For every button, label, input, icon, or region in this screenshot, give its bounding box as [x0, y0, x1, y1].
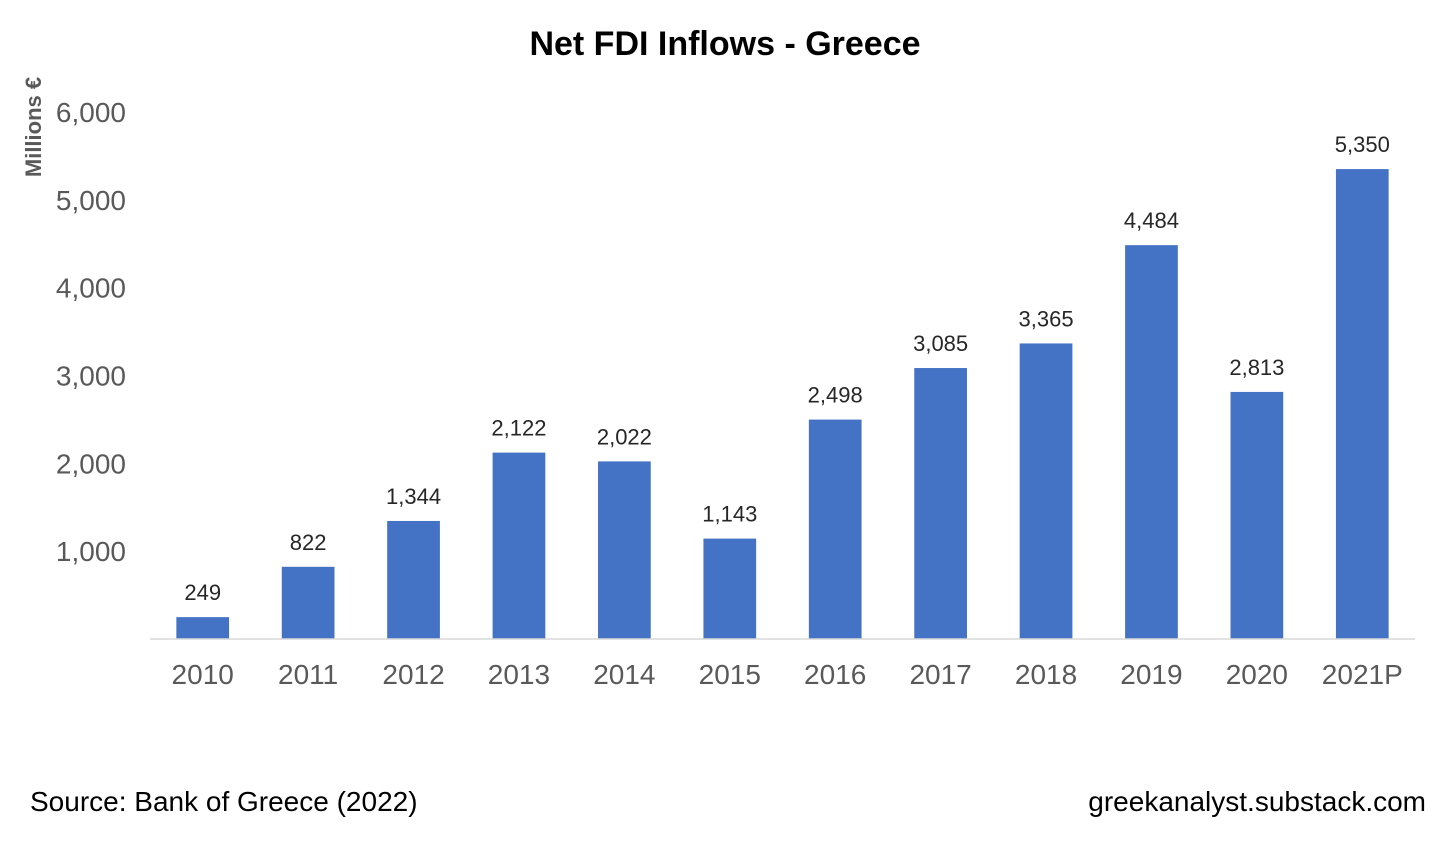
- bar-2015: [703, 538, 757, 639]
- data-label: 3,085: [913, 331, 968, 356]
- x-tick-label: 2019: [1120, 659, 1182, 690]
- chart-title: Net FDI Inflows - Greece: [529, 25, 920, 63]
- bar-2013: [492, 452, 546, 639]
- data-labels-group: 249 822 1,344 2,122 2,022 1,143 2,498 3,085 3,36…: [184, 132, 1389, 605]
- x-tick-label: 2013: [488, 659, 550, 690]
- bar-2017: [914, 368, 967, 639]
- bar-2012: [387, 520, 440, 639]
- y-tick-label: 6,000: [56, 97, 126, 128]
- y-axis-label: Millions €: [21, 77, 46, 177]
- x-tick-label: 2011: [278, 659, 338, 690]
- data-label: 2,022: [597, 424, 652, 449]
- data-label: 3,365: [1019, 306, 1074, 331]
- y-tick-label: 2,000: [56, 448, 126, 479]
- bar-2011: [281, 566, 335, 639]
- y-tick-label: 5,000: [56, 185, 126, 216]
- source-note: Source: Bank of Greece (2022): [30, 786, 418, 817]
- bar-2014: [598, 461, 651, 639]
- x-tick-label: 2021P: [1322, 659, 1403, 690]
- y-tick-label: 4,000: [56, 273, 126, 304]
- x-tick-label: 2012: [382, 659, 444, 690]
- website-credit: greekanalyst.substack.com: [1088, 786, 1426, 817]
- bar-2020: [1230, 391, 1284, 639]
- data-label: 5,350: [1335, 132, 1390, 157]
- bar-2019: [1125, 245, 1178, 639]
- bars-group: [176, 169, 1389, 639]
- data-label: 2,813: [1229, 355, 1284, 380]
- y-tick-label: 3,000: [56, 361, 126, 392]
- data-label: 2,122: [491, 416, 546, 441]
- x-tick-label: 2010: [172, 659, 234, 690]
- y-tick-label: 1,000: [56, 536, 126, 567]
- x-tick-label: 2015: [699, 659, 761, 690]
- bar-2021p: [1335, 169, 1389, 639]
- x-tick-label: 2017: [909, 659, 971, 690]
- x-tick-label: 2016: [804, 659, 866, 690]
- data-label: 822: [290, 530, 327, 555]
- data-label: 4,484: [1124, 208, 1179, 233]
- bar-2016: [808, 419, 862, 639]
- x-tick-label: 2014: [593, 659, 655, 690]
- bar-2018: [1019, 343, 1073, 639]
- data-label: 2,498: [808, 383, 863, 408]
- x-tick-label: 2020: [1226, 659, 1288, 690]
- data-label: 1,344: [386, 484, 441, 509]
- data-label: 249: [184, 580, 221, 605]
- x-tick-labels: 2010 2011 2012 2013 2014 2015 2016 2017 2018 2019…: [172, 659, 1403, 690]
- x-tick-label: 2018: [1015, 659, 1077, 690]
- bar-2010: [176, 617, 230, 639]
- y-tick-labels: 1,000 2,000 3,000 4,000 5,000 6,000: [56, 97, 126, 567]
- data-label: 1,143: [702, 502, 757, 527]
